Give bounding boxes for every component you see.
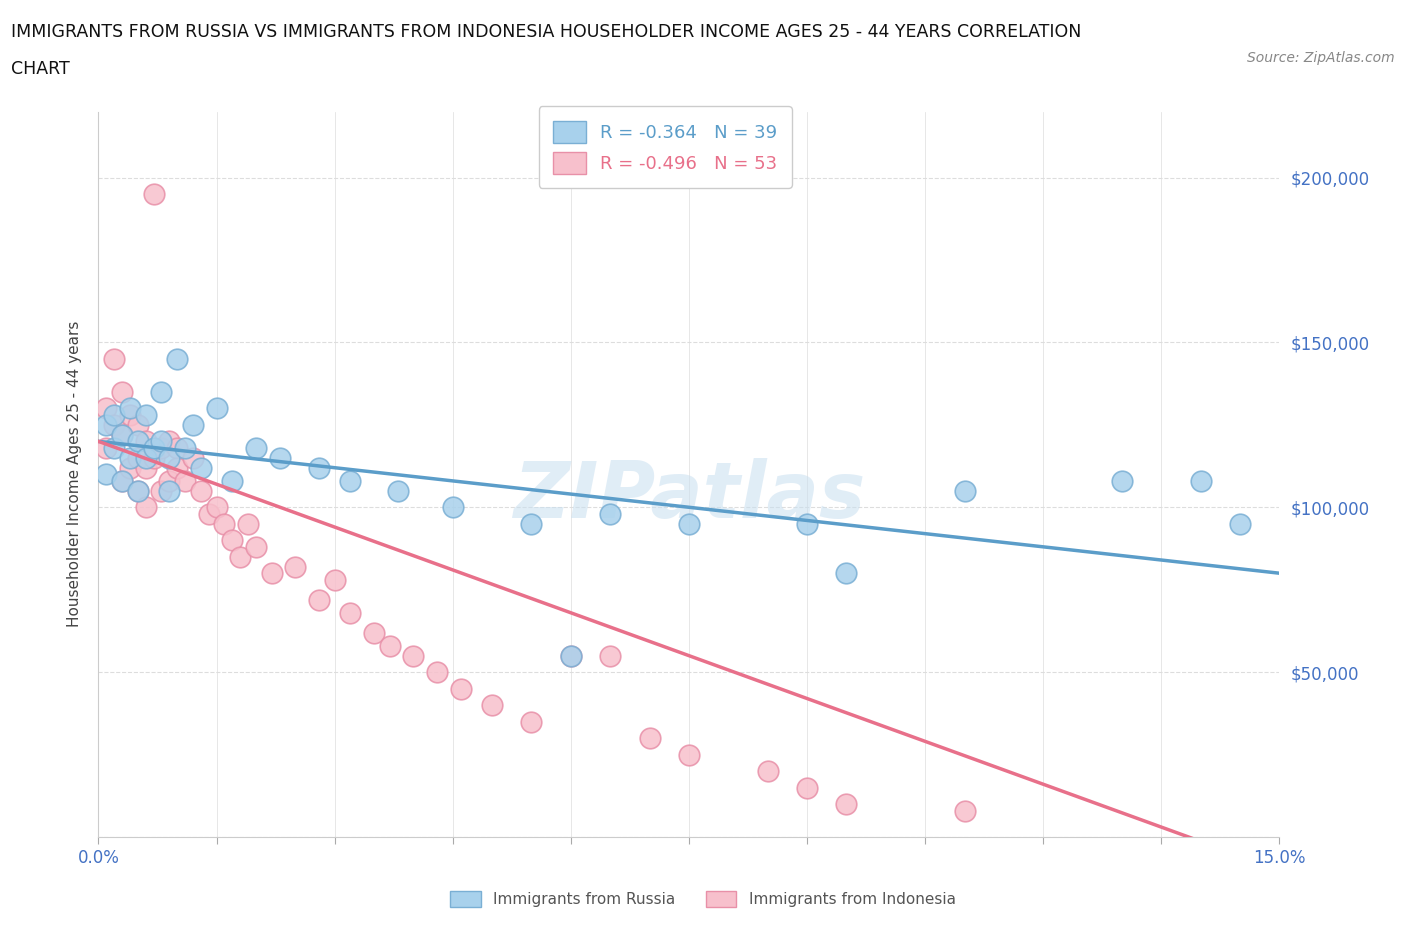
Point <box>221 533 243 548</box>
Point <box>229 550 252 565</box>
Point <box>127 484 149 498</box>
Point <box>118 407 141 422</box>
Point <box>127 450 149 465</box>
Text: IMMIGRANTS FROM RUSSIA VS IMMIGRANTS FROM INDONESIA HOUSEHOLDER INCOME AGES 25 -: IMMIGRANTS FROM RUSSIA VS IMMIGRANTS FRO… <box>11 23 1081 41</box>
Point <box>166 352 188 366</box>
Point <box>269 450 291 465</box>
Point <box>678 747 700 762</box>
Point <box>135 450 157 465</box>
Legend: R = -0.364   N = 39, R = -0.496   N = 53: R = -0.364 N = 39, R = -0.496 N = 53 <box>538 106 792 188</box>
Point <box>245 539 267 554</box>
Point <box>111 427 134 442</box>
Point <box>103 352 125 366</box>
Point <box>323 572 346 587</box>
Point <box>127 484 149 498</box>
Point <box>150 441 173 456</box>
Point <box>214 516 236 531</box>
Point <box>118 450 141 465</box>
Point <box>96 441 118 456</box>
Point <box>111 427 134 442</box>
Point <box>339 473 361 488</box>
Point <box>157 450 180 465</box>
Point <box>796 780 818 795</box>
Point <box>190 460 212 475</box>
Point <box>221 473 243 488</box>
Point <box>157 473 180 488</box>
Point <box>103 418 125 432</box>
Point <box>441 499 464 514</box>
Point <box>135 407 157 422</box>
Point <box>450 681 472 696</box>
Point <box>835 797 858 812</box>
Point <box>150 384 173 399</box>
Point <box>197 507 219 522</box>
Point <box>402 648 425 663</box>
Legend: Immigrants from Russia, Immigrants from Indonesia: Immigrants from Russia, Immigrants from … <box>444 884 962 913</box>
Point <box>166 441 188 456</box>
Point <box>835 565 858 580</box>
Point <box>387 484 409 498</box>
Point <box>103 407 125 422</box>
Point <box>142 450 165 465</box>
Point <box>181 418 204 432</box>
Point <box>190 484 212 498</box>
Point <box>205 499 228 514</box>
Point <box>308 592 330 607</box>
Point <box>260 565 283 580</box>
Point <box>1111 473 1133 488</box>
Point <box>111 384 134 399</box>
Point <box>236 516 259 531</box>
Point <box>142 441 165 456</box>
Point <box>520 516 543 531</box>
Point <box>174 473 197 488</box>
Point <box>599 648 621 663</box>
Point <box>127 418 149 432</box>
Point <box>560 648 582 663</box>
Point <box>426 665 449 680</box>
Point <box>166 460 188 475</box>
Point <box>520 714 543 729</box>
Point <box>135 460 157 475</box>
Point <box>142 187 165 202</box>
Point <box>481 698 503 712</box>
Point <box>308 460 330 475</box>
Point <box>796 516 818 531</box>
Point <box>135 434 157 449</box>
Point <box>560 648 582 663</box>
Point <box>157 434 180 449</box>
Point <box>678 516 700 531</box>
Y-axis label: Householder Income Ages 25 - 44 years: Householder Income Ages 25 - 44 years <box>67 321 83 628</box>
Point <box>638 731 661 746</box>
Point <box>245 441 267 456</box>
Point <box>157 484 180 498</box>
Point <box>127 434 149 449</box>
Point <box>363 625 385 640</box>
Point <box>339 605 361 620</box>
Point <box>96 418 118 432</box>
Point <box>111 473 134 488</box>
Point <box>135 499 157 514</box>
Point <box>174 441 197 456</box>
Point <box>111 473 134 488</box>
Text: Source: ZipAtlas.com: Source: ZipAtlas.com <box>1247 51 1395 65</box>
Point <box>118 401 141 416</box>
Point <box>378 638 401 653</box>
Point <box>953 804 976 818</box>
Point <box>150 484 173 498</box>
Point <box>103 441 125 456</box>
Point <box>756 764 779 778</box>
Text: ZIPatlas: ZIPatlas <box>513 458 865 534</box>
Point <box>96 467 118 482</box>
Point <box>599 507 621 522</box>
Point <box>181 450 204 465</box>
Point <box>1229 516 1251 531</box>
Point <box>205 401 228 416</box>
Point <box>96 401 118 416</box>
Point <box>1189 473 1212 488</box>
Point <box>953 484 976 498</box>
Point <box>118 460 141 475</box>
Text: CHART: CHART <box>11 60 70 78</box>
Point <box>284 559 307 574</box>
Point <box>150 434 173 449</box>
